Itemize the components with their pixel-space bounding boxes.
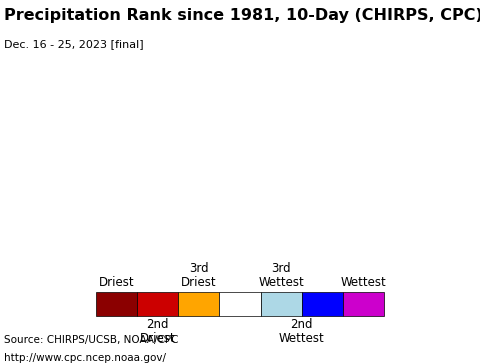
Bar (302, 292, 343, 316)
Bar (137, 292, 178, 316)
Text: 2nd
Wettest: 2nd Wettest (279, 318, 324, 345)
Text: Source: CHIRPS/UCSB, NOAA/CPC: Source: CHIRPS/UCSB, NOAA/CPC (4, 335, 179, 346)
Text: 3rd
Driest: 3rd Driest (181, 262, 216, 289)
Bar (178, 292, 219, 316)
Text: Driest: Driest (99, 276, 134, 289)
Text: Dec. 16 - 25, 2023 [final]: Dec. 16 - 25, 2023 [final] (4, 39, 144, 49)
Text: 2nd
Driest: 2nd Driest (140, 318, 176, 345)
Text: Wettest: Wettest (340, 276, 386, 289)
Text: Precipitation Rank since 1981, 10-Day (CHIRPS, CPC): Precipitation Rank since 1981, 10-Day (C… (4, 8, 480, 24)
Bar (219, 292, 261, 316)
Text: 3rd
Wettest: 3rd Wettest (258, 262, 304, 289)
Bar (96, 292, 137, 316)
Bar (343, 292, 384, 316)
Text: http://www.cpc.ncep.noaa.gov/: http://www.cpc.ncep.noaa.gov/ (4, 353, 166, 363)
Bar (261, 292, 302, 316)
